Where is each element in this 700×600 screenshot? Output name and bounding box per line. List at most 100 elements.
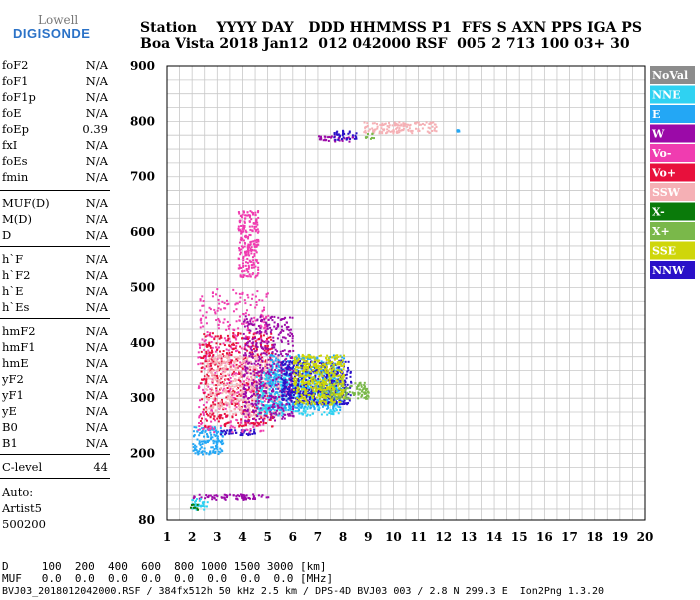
data-point-ssw (212, 362, 215, 365)
data-point-voplus (204, 382, 207, 385)
data-point-vominus (244, 217, 247, 220)
data-point-sse (293, 360, 296, 363)
data-point-xplus (348, 397, 351, 400)
data-point-nnw (310, 390, 313, 393)
data-point-vominus (253, 243, 256, 246)
data-point-vominus (245, 416, 248, 419)
param-row-fof1: foF1 N/A (2, 74, 108, 90)
data-point-vominus (208, 352, 211, 355)
data-point-sse (333, 400, 336, 403)
data-point-vominus (251, 273, 254, 276)
param-name: yE (2, 404, 17, 418)
data-point-w (260, 495, 263, 498)
data-point-nnw (337, 138, 340, 141)
data-point-nne (267, 374, 270, 377)
data-point-w (266, 324, 269, 327)
data-point-nne (276, 408, 279, 411)
data-point-ssw (242, 390, 245, 393)
data-point-voplus (233, 336, 236, 339)
data-point-w (204, 497, 207, 500)
data-point-vominus (210, 426, 213, 429)
data-point-nne (198, 499, 201, 502)
data-point-w (276, 323, 279, 326)
data-point-voplus (210, 404, 213, 407)
data-point-e (274, 387, 277, 390)
data-point-vominus (209, 308, 212, 311)
data-point-voplus (222, 403, 225, 406)
data-point-w (263, 394, 266, 397)
data-point-w (262, 404, 265, 407)
param-name: C-level (2, 460, 43, 474)
data-point-ssw (399, 129, 402, 132)
data-point-sse (311, 380, 314, 383)
data-point-ssw (363, 121, 366, 124)
data-point-e (277, 373, 280, 376)
data-point-ssw (242, 399, 245, 402)
data-point-sse (335, 363, 338, 366)
data-point-e (301, 403, 304, 406)
data-point-ssw (219, 354, 222, 357)
data-point-w (245, 372, 248, 375)
data-point-nnw (253, 432, 256, 435)
data-point-sse (306, 380, 309, 383)
data-point-nnw (310, 360, 313, 363)
data-point-nnw (230, 432, 233, 435)
param-name: yF2 (2, 372, 24, 386)
data-point-nne (265, 404, 268, 407)
data-point-nne (290, 394, 293, 397)
data-point-w (252, 496, 255, 499)
data-point-ssw (229, 386, 232, 389)
data-point-nnw (339, 379, 342, 382)
data-point-w (292, 369, 295, 372)
data-point-w (256, 384, 259, 387)
data-point-e (321, 386, 324, 389)
data-point-vominus (232, 365, 235, 368)
data-point-e (268, 368, 271, 371)
data-point-vominus (232, 364, 235, 367)
data-point-vominus (243, 318, 246, 321)
data-point-vominus (214, 350, 217, 353)
data-point-voplus (256, 421, 259, 424)
data-point-e (308, 371, 311, 374)
data-point-voplus (216, 380, 219, 383)
data-point-ssw (232, 401, 235, 404)
data-point-ssw (372, 129, 375, 132)
data-point-w (247, 419, 250, 422)
data-point-vominus (244, 415, 247, 418)
data-point-w (226, 496, 229, 499)
data-point-voplus (251, 351, 254, 354)
data-point-w (249, 322, 252, 325)
data-point-vominus (261, 299, 264, 302)
data-point-w (284, 358, 287, 361)
data-point-vominus (215, 293, 218, 296)
data-point-nnw (311, 385, 314, 388)
data-point-sse (329, 377, 332, 380)
data-point-nnw (333, 133, 336, 136)
data-point-e (274, 359, 277, 362)
data-point-voplus (257, 392, 260, 395)
data-point-w (272, 346, 275, 349)
data-point-nnw (297, 380, 300, 383)
data-point-w (257, 402, 260, 405)
data-point-e (192, 430, 195, 433)
data-point-nnw (294, 375, 297, 378)
data-point-w (243, 387, 246, 390)
data-point-sse (295, 379, 298, 382)
data-point-vominus (237, 267, 240, 270)
data-point-nnw (298, 392, 301, 395)
data-point-voplus (249, 368, 252, 371)
data-point-w (259, 364, 262, 367)
data-point-w (277, 333, 280, 336)
data-point-vominus (264, 323, 267, 326)
data-point-e (269, 381, 272, 384)
data-point-voplus (200, 378, 203, 381)
data-point-w (245, 337, 248, 340)
data-point-ssw (396, 130, 399, 133)
data-point-w (283, 323, 286, 326)
data-point-w (259, 370, 262, 373)
data-point-voplus (262, 386, 265, 389)
data-point-ssw (207, 377, 210, 380)
data-point-vominus (225, 348, 228, 351)
data-point-xplus (365, 396, 368, 399)
data-point-ssw (240, 365, 243, 368)
